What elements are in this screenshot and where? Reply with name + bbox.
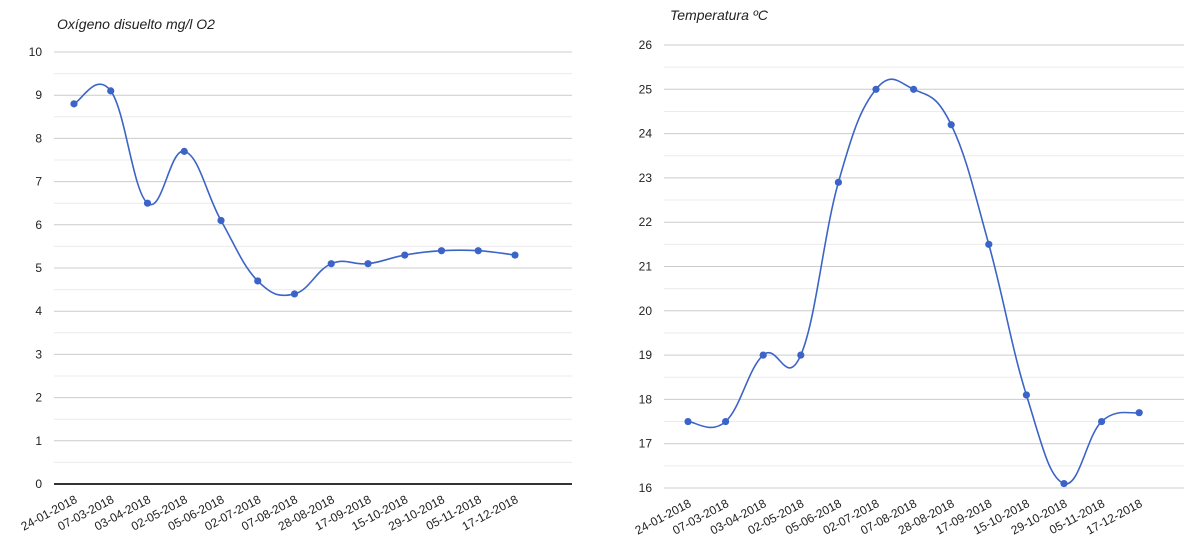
data-point (1098, 417, 1106, 426)
chart-temperature: Temperatura ºC 16 17 18 19 20 21 22 23 24 25 26 24… (594, 0, 1188, 542)
data-point (180, 147, 188, 155)
data-point (797, 351, 805, 359)
y-tick-label: 8 (35, 131, 42, 145)
y-tick-label: 3 (35, 347, 42, 361)
y-tick-label: 7 (35, 175, 42, 189)
gridlines (54, 51, 572, 485)
y-tick-label: 18 (639, 392, 653, 406)
data-point (437, 247, 446, 255)
chart-title: Temperatura ºC (670, 7, 769, 23)
data-point (401, 251, 409, 259)
y-tick-label: 23 (639, 171, 653, 185)
y-tick-label: 9 (35, 88, 42, 102)
x-axis-ticks: 24-01-201807-03-201803-04-201802-05-2018… (633, 496, 1145, 537)
y-axis-ticks: 16 17 18 19 20 21 22 23 24 25 26 (639, 38, 653, 495)
data-point (722, 417, 730, 426)
series-line (73, 83, 516, 297)
y-tick-label: 26 (639, 38, 653, 52)
plot-area (684, 78, 1143, 488)
y-tick-label: 16 (639, 481, 653, 495)
y-tick-label: 21 (639, 260, 653, 274)
y-tick-label: 17 (639, 437, 653, 451)
data-point (872, 85, 880, 93)
y-tick-label: 0 (35, 477, 42, 491)
data-point (947, 121, 955, 129)
y-tick-label: 5 (35, 261, 42, 275)
y-tick-label: 19 (639, 348, 653, 362)
data-point (1135, 409, 1143, 417)
oxygen-chart-svg: Oxígeno disuelto mg/l O2 0 1 2 3 4 5 6 7 8 9 10 24… (19, 16, 572, 533)
data-point (474, 247, 482, 255)
chart-title: Oxígeno disuelto mg/l O2 (57, 16, 215, 32)
data-point (364, 260, 372, 268)
series-line (687, 78, 1140, 485)
data-point (1022, 391, 1030, 399)
x-axis-ticks: 24-01-201807-03-201803-04-201802-05-2018… (19, 492, 521, 533)
gridlines (664, 44, 1184, 489)
data-point (217, 216, 225, 225)
y-tick-label: 2 (35, 391, 42, 405)
data-point (985, 240, 993, 248)
data-point (70, 100, 78, 108)
plot-area (70, 83, 519, 298)
data-point (1060, 479, 1068, 488)
y-tick-label: 6 (35, 218, 42, 232)
y-tick-label: 25 (639, 82, 653, 96)
y-tick-label: 20 (639, 304, 653, 318)
y-tick-label: 22 (639, 215, 653, 229)
data-point (759, 351, 767, 359)
data-point (290, 290, 299, 298)
y-tick-label: 24 (639, 127, 653, 141)
data-point (910, 85, 918, 93)
temperature-chart-svg: Temperatura ºC 16 17 18 19 20 21 22 23 24 25 26 24… (633, 7, 1184, 537)
y-tick-label: 1 (35, 434, 42, 448)
data-point (327, 260, 335, 268)
data-point (107, 87, 115, 95)
data-point (834, 178, 842, 186)
data-point (684, 417, 692, 426)
chart-oxygen: Oxígeno disuelto mg/l O2 0 1 2 3 4 5 6 7 8 9 10 24… (0, 0, 594, 542)
data-point (143, 199, 152, 207)
y-tick-label: 10 (29, 45, 43, 59)
y-tick-label: 4 (35, 304, 42, 318)
data-point (254, 277, 262, 285)
y-axis-ticks: 0 1 2 3 4 5 6 7 8 9 10 (29, 45, 43, 491)
data-point (511, 251, 519, 259)
